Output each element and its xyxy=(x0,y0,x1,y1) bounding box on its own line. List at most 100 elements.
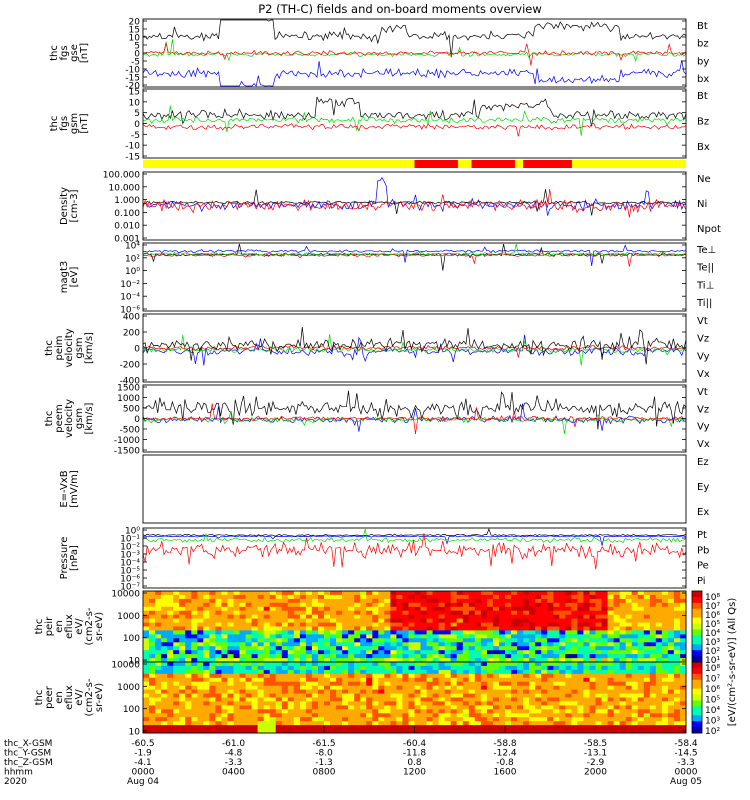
spectrogram-cell xyxy=(595,705,602,710)
spectrogram-cell xyxy=(589,642,596,647)
spectrogram-cell xyxy=(251,677,259,683)
spectrogram-cell xyxy=(414,642,421,647)
spectrogram-cell xyxy=(613,658,621,663)
spectrogram-cell xyxy=(505,626,512,631)
spectrogram-cell xyxy=(432,630,440,635)
spectrogram-cell xyxy=(571,705,578,710)
spectrogram-cell xyxy=(535,721,542,726)
spectrogram-cell xyxy=(541,677,548,683)
spectrogram-cell xyxy=(607,662,615,667)
spectrogram-cell xyxy=(492,598,500,604)
spectrogram-cell xyxy=(173,677,180,683)
spectrogram-cell xyxy=(420,658,427,663)
spectrogram-cell xyxy=(293,725,301,730)
spectrogram-cell xyxy=(661,725,669,730)
spectrogram-cell xyxy=(299,709,307,714)
spectrogram-cell xyxy=(565,634,572,639)
spectrogram-cell xyxy=(281,634,289,639)
legend-label: Vy xyxy=(697,422,710,433)
spectrogram-cell xyxy=(342,673,349,679)
spectrogram-cell xyxy=(559,591,566,596)
spectrogram-cell xyxy=(499,693,506,698)
spectrogram-cell xyxy=(541,650,548,655)
spectrogram-cell xyxy=(637,606,645,612)
spectrogram-cell xyxy=(571,638,578,643)
spectrogram-cell xyxy=(643,618,651,623)
spectrogram-cell xyxy=(438,626,446,631)
spectrogram-cell xyxy=(215,669,222,675)
colorbar-tick-label: 10¹ xyxy=(705,656,720,666)
spectrogram-cell xyxy=(480,618,488,623)
spectrogram-cell xyxy=(269,677,277,683)
spectrogram-cell xyxy=(408,685,415,691)
spectrogram-cell xyxy=(402,602,409,608)
spectrogram-cell xyxy=(438,638,446,643)
spectrogram-cell xyxy=(408,677,415,683)
spectrogram-cell xyxy=(257,665,265,671)
spectrogram-cell xyxy=(553,721,560,726)
spectrogram-cell xyxy=(227,594,234,600)
spectrogram-cell xyxy=(173,622,180,627)
spectrogram-cell xyxy=(324,650,331,655)
spectrogram-cell xyxy=(438,701,446,706)
spectrogram-cell xyxy=(559,705,566,710)
spectrogram-cell xyxy=(408,654,415,659)
spectrogram-cell xyxy=(239,685,246,691)
spectrogram-cell xyxy=(661,662,669,667)
spectrogram-cell xyxy=(336,638,343,643)
spectrogram-cell xyxy=(354,654,361,659)
spectrogram-cell xyxy=(541,717,548,722)
spectrogram-cell xyxy=(486,654,494,659)
spectrogram-cell xyxy=(499,673,506,679)
spectrogram-cell xyxy=(505,642,512,647)
spectrogram-cell xyxy=(203,665,210,671)
spectrogram-cell xyxy=(215,673,222,679)
spectrogram-cell xyxy=(239,693,246,698)
spectrogram-cell xyxy=(378,701,385,706)
spectrogram-cell xyxy=(402,654,409,659)
spectrogram-cell xyxy=(414,614,421,620)
spectrogram-cell xyxy=(432,689,440,694)
spectrogram-cell xyxy=(209,721,216,726)
spectrogram-cell xyxy=(281,642,289,647)
spectrogram-cell xyxy=(432,654,440,659)
time-axis-value: -12.4 xyxy=(493,749,517,759)
spectrogram-cell xyxy=(275,673,283,679)
spectrogram-cell xyxy=(480,650,488,655)
spectrogram-cell xyxy=(336,642,343,647)
spectrogram-cell xyxy=(324,622,331,627)
spectrogram-cell xyxy=(330,685,337,691)
spectrogram-cell xyxy=(474,685,482,691)
spectrogram-cell xyxy=(396,594,403,600)
spectrogram-cell xyxy=(643,642,651,647)
spectrogram-cell xyxy=(324,626,331,631)
spectrogram-cell xyxy=(366,654,373,659)
spectrogram-cell xyxy=(330,701,337,706)
spectrogram-cell xyxy=(541,709,548,714)
spectrogram-cell xyxy=(179,650,186,655)
spectrogram-cell xyxy=(625,673,633,679)
spectrogram-cell xyxy=(287,725,295,730)
spectrogram-cell xyxy=(227,642,234,647)
spectrogram-cell xyxy=(155,610,162,616)
spectrogram-cell xyxy=(336,681,343,687)
spectrogram-cell xyxy=(227,693,234,698)
spectrogram-cell xyxy=(559,665,566,671)
spectrogram-cell xyxy=(414,693,421,698)
spectrogram-cell xyxy=(299,658,307,663)
spectrogram-cell xyxy=(667,677,675,683)
spectrogram-cell xyxy=(173,591,180,596)
spectrogram-cell xyxy=(625,598,633,604)
y-tick-label: 1.000 xyxy=(114,196,140,206)
spectrogram-cell xyxy=(480,598,488,604)
spectrogram-cell xyxy=(185,646,192,651)
spectrogram-cell xyxy=(251,709,259,714)
spectrogram-cell xyxy=(227,701,234,706)
spectrogram-cell xyxy=(281,630,289,635)
spectrogram-cell xyxy=(655,594,663,600)
spectrogram-cell xyxy=(583,646,590,651)
spectrogram-cell xyxy=(468,697,476,702)
spectrogram-cell xyxy=(673,673,681,679)
spectrogram-cell xyxy=(565,689,572,694)
spectrogram-cell xyxy=(601,705,608,710)
